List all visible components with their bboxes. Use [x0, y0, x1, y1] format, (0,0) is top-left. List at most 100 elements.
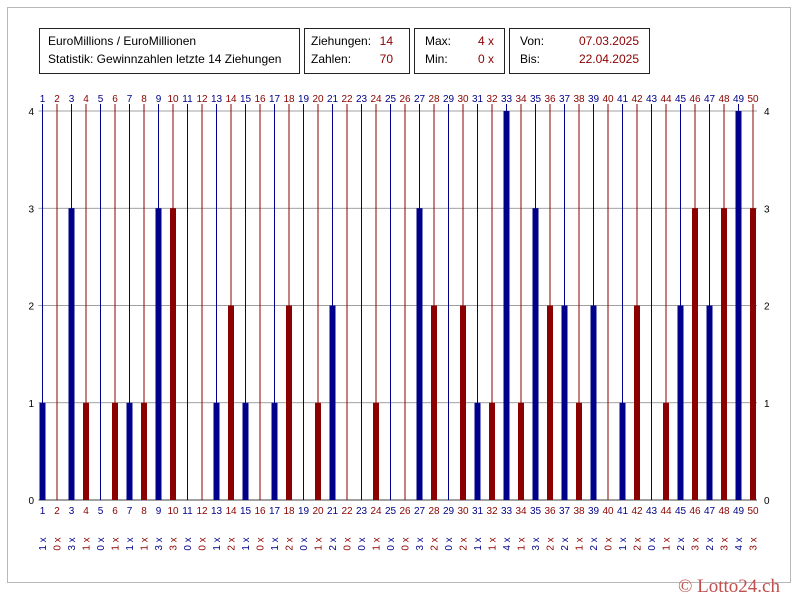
x-label-bottom-18: 18: [283, 506, 295, 517]
x-label-bottom-30: 30: [457, 506, 469, 517]
x-label-top-37: 37: [559, 94, 571, 105]
count-label-12: 0 x: [198, 537, 209, 550]
y-tick-left-2: 2: [28, 302, 34, 313]
x-label-bottom-43: 43: [646, 506, 658, 517]
bar-48: [721, 208, 727, 500]
x-label-bottom-16: 16: [254, 506, 266, 517]
x-label-top-27: 27: [414, 94, 426, 105]
x-label-top-16: 16: [254, 94, 266, 105]
count-label-4: 1 x: [82, 537, 93, 550]
count-label-41: 1 x: [618, 537, 629, 550]
count-label-40: 0 x: [604, 537, 615, 550]
draws-value: 14: [379, 34, 393, 48]
count-label-17: 1 x: [270, 537, 281, 550]
bar-50: [750, 208, 756, 500]
count-label-2: 0 x: [53, 537, 64, 550]
bar-17: [271, 402, 278, 500]
count-label-47: 2 x: [705, 537, 716, 550]
x-label-top-22: 22: [341, 94, 353, 105]
count-label-34: 1 x: [517, 537, 528, 550]
x-label-top-41: 41: [617, 94, 629, 105]
x-label-top-10: 10: [167, 94, 179, 105]
y-tick-left-0: 0: [28, 496, 34, 507]
x-label-bottom-24: 24: [370, 506, 382, 517]
bar-7: [126, 402, 133, 500]
bar-42: [634, 305, 640, 500]
x-label-top-21: 21: [327, 94, 339, 105]
x-label-bottom-34: 34: [515, 506, 527, 517]
x-label-bottom-11: 11: [182, 506, 193, 517]
date-box: Von: 07.03.2025 Bis: 22.04.2025: [509, 28, 650, 74]
y-tick-left-1: 1: [28, 399, 34, 410]
x-label-top-28: 28: [428, 94, 440, 105]
min-label: Min:: [425, 52, 448, 66]
y-tick-right-2: 2: [764, 302, 770, 313]
bar-18: [286, 305, 292, 500]
x-label-top-8: 8: [141, 94, 147, 105]
bar-9: [155, 208, 162, 500]
x-label-top-18: 18: [283, 94, 295, 105]
x-label-top-25: 25: [385, 94, 397, 105]
from-value: 07.03.2025: [578, 34, 639, 48]
max-label: Max:: [425, 34, 452, 48]
x-label-top-48: 48: [718, 94, 730, 105]
count-label-23: 0 x: [357, 537, 368, 550]
bar-41: [619, 402, 626, 500]
x-label-bottom-32: 32: [486, 506, 498, 517]
count-label-45: 2 x: [676, 537, 687, 550]
bar-37: [561, 305, 568, 500]
count-label-48: 3 x: [720, 537, 731, 550]
count-label-37: 2 x: [560, 537, 571, 550]
x-label-bottom-37: 37: [559, 506, 571, 517]
count-label-3: 3 x: [67, 537, 78, 550]
count-label-33: 4 x: [502, 537, 513, 550]
title-line-2: Statistik: Gewinnzahlen letzte 14 Ziehun…: [48, 52, 282, 66]
copyright-text: © Lotto24.ch: [677, 576, 780, 597]
numbers-label: Zahlen:: [311, 52, 352, 66]
x-label-top-11: 11: [182, 94, 193, 105]
x-label-bottom-49: 49: [733, 506, 745, 517]
bar-38: [576, 402, 582, 500]
x-label-bottom-40: 40: [602, 506, 614, 517]
x-label-bottom-4: 4: [83, 506, 89, 517]
bar-8: [141, 402, 147, 500]
bar-3: [68, 208, 75, 500]
count-label-39: 2 x: [589, 537, 600, 550]
min-value: 0 x: [477, 52, 494, 66]
x-label-bottom-26: 26: [399, 506, 411, 517]
count-label-6: 1 x: [111, 537, 122, 550]
count-label-22: 0 x: [343, 537, 354, 550]
bar-27: [416, 208, 423, 500]
x-label-top-39: 39: [588, 94, 600, 105]
x-label-bottom-1: 1: [40, 506, 46, 517]
x-label-top-46: 46: [689, 94, 701, 105]
x-label-bottom-39: 39: [588, 506, 600, 517]
x-label-top-32: 32: [486, 94, 498, 105]
x-label-bottom-29: 29: [443, 506, 455, 517]
x-label-top-35: 35: [530, 94, 542, 105]
count-label-29: 0 x: [444, 537, 455, 550]
x-label-bottom-50: 50: [747, 506, 759, 517]
x-label-top-19: 19: [298, 94, 310, 105]
bar-24: [373, 402, 379, 500]
count-label-7: 1 x: [125, 537, 136, 550]
x-label-bottom-12: 12: [196, 506, 208, 517]
bar-10: [170, 208, 176, 500]
count-label-18: 2 x: [285, 537, 296, 550]
x-label-top-29: 29: [443, 94, 455, 105]
count-label-16: 0 x: [256, 537, 267, 550]
x-label-bottom-20: 20: [312, 506, 324, 517]
bar-33: [503, 111, 510, 500]
y-tick-right-0: 0: [764, 496, 770, 507]
bar-28: [431, 305, 437, 500]
count-label-9: 3 x: [154, 537, 165, 550]
count-label-21: 2 x: [328, 537, 339, 550]
x-label-bottom-25: 25: [385, 506, 397, 517]
x-label-bottom-10: 10: [167, 506, 179, 517]
bar-35: [532, 208, 539, 500]
x-label-bottom-23: 23: [356, 506, 368, 517]
bar-14: [228, 305, 234, 500]
x-label-bottom-35: 35: [530, 506, 542, 517]
x-label-top-5: 5: [98, 94, 104, 105]
count-label-32: 1 x: [488, 537, 499, 550]
